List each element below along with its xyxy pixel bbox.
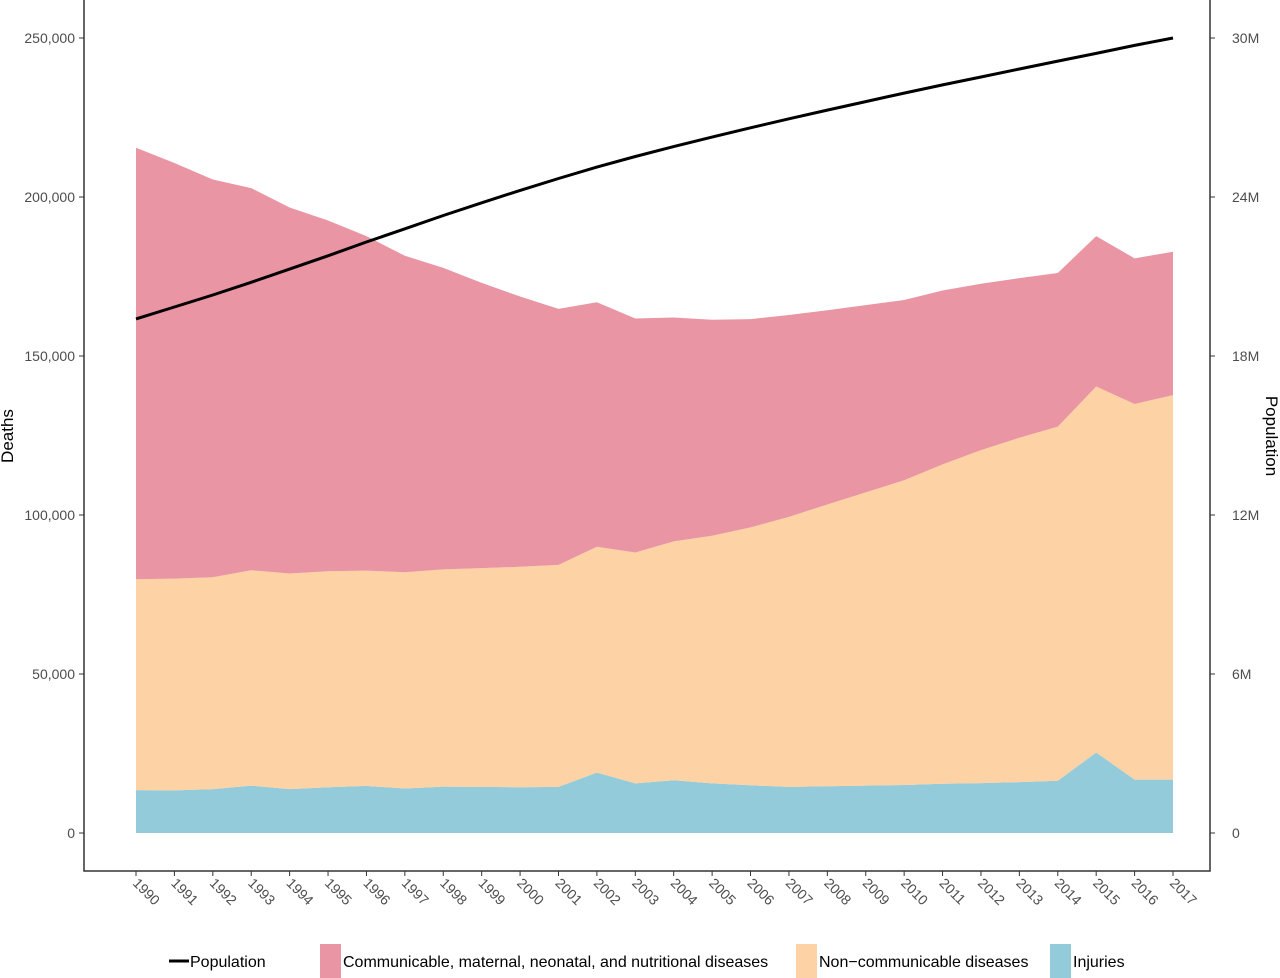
panel-border <box>83 0 1211 872</box>
x-tick-label: 2012 <box>975 875 1008 908</box>
x-axis: 1990 1991 1992 1993 1994 1995 1996 1997 1998 1999… <box>130 871 1200 908</box>
x-tick-label: 2017 <box>1167 875 1200 908</box>
x-tick-label: 2010 <box>898 875 931 908</box>
y2-tick-label: 0 <box>1232 825 1240 841</box>
area-communicable-maternal-neonatal-and-nutritional-diseases <box>136 147 1173 580</box>
x-tick-label: 1991 <box>168 875 201 908</box>
legend-label-communicable-maternal-neonatal-and-nutritional-diseases: Communicable, maternal, neonatal, and nu… <box>343 954 768 971</box>
y2-tick-label: 30M <box>1232 30 1259 46</box>
y-tick-label: 0 <box>67 825 75 841</box>
right-axis: 0 6M 12M 18M 24M 30M <box>1210 30 1259 841</box>
x-tick-label: 1996 <box>360 875 393 908</box>
x-tick-label: 1993 <box>245 875 278 908</box>
y2-tick-label: 6M <box>1232 666 1251 682</box>
x-tick-label: 2003 <box>629 875 662 908</box>
x-tick-label: 2013 <box>1013 875 1046 908</box>
legend-label-non-communicable-diseases: Non−communicable diseases <box>819 954 1028 971</box>
x-tick-label: 2000 <box>514 875 547 908</box>
area-injuries <box>136 752 1173 833</box>
x-tick-label: 1998 <box>437 875 470 908</box>
population-line <box>135 36 1174 321</box>
x-tick-label: 2011 <box>936 875 969 908</box>
y2-tick-label: 12M <box>1232 507 1259 523</box>
y-tick-label: 250,000 <box>24 30 75 46</box>
legend: Population Communicable, maternal, neonat… <box>169 944 1125 978</box>
x-tick-label: 1992 <box>207 875 240 908</box>
y2-tick-label: 18M <box>1232 348 1259 364</box>
x-tick-label: 2014 <box>1052 875 1085 908</box>
area-non-communicable-diseases <box>136 386 1173 791</box>
x-tick-label: 1999 <box>476 875 509 908</box>
legend-key-injuries <box>1050 944 1071 978</box>
x-tick-label: 2005 <box>706 875 739 908</box>
legend-key-communicable-maternal-neonatal-and-nutritional-diseases <box>320 944 341 978</box>
y-axis-title: Deaths <box>0 409 17 463</box>
x-tick-label: 1994 <box>284 875 317 908</box>
x-tick-label: 2008 <box>821 875 854 908</box>
y-tick-label: 150,000 <box>24 348 75 364</box>
x-tick-label: 2009 <box>860 875 893 908</box>
x-tick-label: 2015 <box>1090 875 1123 908</box>
population-line-layer <box>135 36 1174 321</box>
x-tick-label: 2016 <box>1128 875 1161 908</box>
x-tick-label: 1995 <box>322 875 355 908</box>
x-tick-label: 1990 <box>130 875 163 908</box>
legend-label-injuries: Injuries <box>1073 954 1125 971</box>
x-tick-label: 2004 <box>668 875 701 908</box>
x-tick-label: 2002 <box>591 875 624 908</box>
y2-tick-label: 24M <box>1232 189 1259 205</box>
x-tick-label: 1997 <box>399 875 432 908</box>
left-axis: 0 50,000 100,000 150,000 200,000 250,000 <box>24 30 84 841</box>
area-layers <box>136 147 1173 833</box>
x-tick-label: 2001 <box>552 875 585 908</box>
x-tick-label: 2007 <box>783 875 816 908</box>
x-tick-label: 2006 <box>744 875 777 908</box>
y2-axis-title: Population <box>1262 396 1280 476</box>
y-tick-label: 100,000 <box>24 507 75 523</box>
y-tick-label: 200,000 <box>24 189 75 205</box>
legend-key-non-communicable-diseases <box>796 944 817 978</box>
legend-label-population: Population <box>190 954 266 971</box>
y-tick-label: 50,000 <box>32 666 75 682</box>
